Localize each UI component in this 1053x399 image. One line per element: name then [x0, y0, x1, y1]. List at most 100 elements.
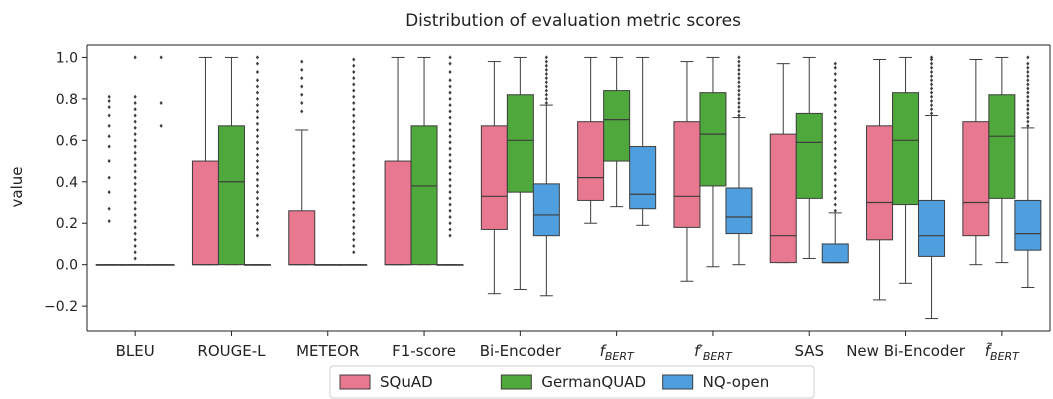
outlier-point [255, 227, 260, 232]
outlier-point [833, 84, 837, 89]
outlier-point [133, 150, 137, 155]
outlier-point [737, 76, 741, 81]
outlier-point [107, 159, 111, 164]
outlier-point [255, 208, 260, 213]
outlier-point [448, 134, 452, 139]
outlier-point [737, 113, 741, 118]
legend-frame [329, 365, 815, 399]
outlier-point [352, 63, 356, 68]
outlier-point [107, 190, 111, 195]
outlier-point [929, 94, 934, 99]
y-tick-label: 0.6 [56, 133, 78, 149]
box-body [191, 160, 219, 266]
outlier-point [833, 190, 837, 195]
outlier-point [352, 132, 356, 137]
outlier-point [448, 146, 452, 151]
outlier-point [352, 125, 356, 130]
outlier-point [255, 171, 260, 176]
y-tick-label: 0.0 [56, 258, 78, 274]
outlier-point [448, 221, 452, 226]
outlier-point [448, 103, 452, 108]
outlier-point [133, 94, 137, 99]
outlier-point [737, 92, 741, 97]
outlier-point [352, 250, 356, 255]
outlier-point [255, 146, 260, 151]
outlier-point [737, 84, 741, 89]
outlier-point [133, 237, 137, 242]
outlier-point [1026, 69, 1030, 74]
box-2-5 [629, 56, 657, 226]
box-body [866, 125, 894, 241]
category-label: SAS [794, 342, 824, 360]
outlier-point [107, 144, 111, 149]
outlier-point [133, 169, 137, 174]
outlier-point [255, 121, 260, 126]
outlier-point [255, 140, 260, 145]
outlier-point [255, 183, 260, 188]
outlier-point [1026, 90, 1030, 95]
outlier-point [133, 244, 137, 249]
outlier-point [737, 96, 741, 101]
outlier-point [833, 115, 837, 120]
outlier-point [448, 96, 452, 101]
y-tick-label: 0.8 [56, 92, 78, 108]
outlier-point [448, 109, 452, 114]
outlier-point [300, 101, 304, 106]
outlier-point [448, 152, 452, 157]
outlier-point [133, 144, 137, 149]
outlier-point [448, 196, 452, 201]
outlier-point [1026, 123, 1030, 128]
outlier-point [448, 171, 452, 176]
outlier-point [448, 140, 452, 145]
outlier-point [255, 233, 260, 238]
box-2-9 [1014, 55, 1042, 288]
outlier-point [833, 127, 837, 132]
box-0-3 [384, 56, 412, 266]
outlier-point [352, 138, 356, 143]
outlier-point [737, 109, 741, 114]
outlier-point [1026, 107, 1030, 112]
y-tick-label: 0.4 [56, 175, 78, 191]
outlier-point [352, 113, 356, 118]
outlier-point [448, 215, 452, 220]
outlier-point [929, 78, 934, 83]
category-label: F1-score [392, 342, 456, 360]
outlier-point [352, 200, 356, 205]
outlier-point [107, 105, 111, 110]
outlier-point [107, 113, 111, 118]
outlier-point [833, 165, 837, 170]
outlier-point [255, 196, 260, 201]
chart-title: Distribution of evaluation metric scores [405, 11, 741, 31]
outlier-point [544, 101, 548, 106]
outlier-point [133, 132, 137, 137]
outlier-point [133, 113, 137, 118]
outlier-point [929, 69, 934, 74]
outlier-point [833, 103, 837, 108]
outlier-point [352, 144, 356, 149]
outlier-point [255, 134, 260, 139]
outlier-point [448, 84, 452, 89]
box-body [892, 92, 920, 206]
outlier-point [133, 200, 137, 205]
outlier-point [352, 57, 356, 62]
outlier-point [833, 109, 837, 114]
outlier-point [544, 96, 548, 101]
outlier-point [1026, 55, 1030, 60]
outlier-point [255, 152, 260, 157]
outlier-point [133, 175, 137, 180]
x-axis: BLEU ROUGE-L METEOR F1-score Bi-Encoder fBERT… [87, 330, 1050, 363]
outlier-point [929, 57, 934, 62]
outlier-point [544, 59, 548, 64]
outlier-point [255, 221, 260, 226]
y-axis: −0.2 0.0 0.2 0.4 0.6 0.8 1.0 [44, 44, 1051, 331]
outlier-point [448, 115, 452, 120]
box-0-4 [480, 61, 508, 295]
outlier-point [352, 231, 356, 236]
legend-swatch [500, 374, 532, 390]
box-body [410, 125, 438, 266]
outlier-point [448, 165, 452, 170]
outlier-point [1026, 74, 1030, 79]
outlier-point [255, 96, 260, 101]
box-body [384, 160, 412, 266]
